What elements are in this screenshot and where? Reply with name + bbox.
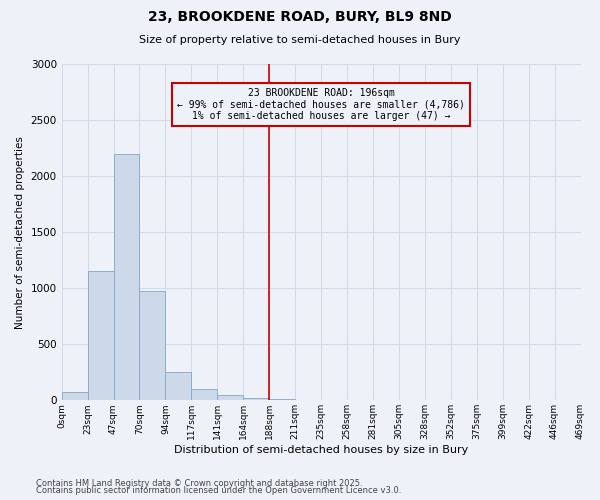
Text: Contains HM Land Registry data © Crown copyright and database right 2025.: Contains HM Land Registry data © Crown c… xyxy=(36,478,362,488)
Bar xyxy=(62,392,88,400)
Bar xyxy=(139,291,166,401)
Text: 23 BROOKDENE ROAD: 196sqm
← 99% of semi-detached houses are smaller (4,786)
1% o: 23 BROOKDENE ROAD: 196sqm ← 99% of semi-… xyxy=(177,88,465,120)
Text: 23, BROOKDENE ROAD, BURY, BL9 8ND: 23, BROOKDENE ROAD, BURY, BL9 8ND xyxy=(148,10,452,24)
Bar xyxy=(113,154,139,400)
Text: Size of property relative to semi-detached houses in Bury: Size of property relative to semi-detach… xyxy=(139,35,461,45)
Bar xyxy=(269,398,295,400)
Text: Contains public sector information licensed under the Open Government Licence v3: Contains public sector information licen… xyxy=(36,486,401,495)
Bar xyxy=(166,372,191,400)
Y-axis label: Number of semi-detached properties: Number of semi-detached properties xyxy=(15,136,25,328)
X-axis label: Distribution of semi-detached houses by size in Bury: Distribution of semi-detached houses by … xyxy=(174,445,468,455)
Bar xyxy=(243,398,269,400)
Bar xyxy=(88,272,113,400)
Bar xyxy=(191,389,217,400)
Bar xyxy=(217,394,243,400)
